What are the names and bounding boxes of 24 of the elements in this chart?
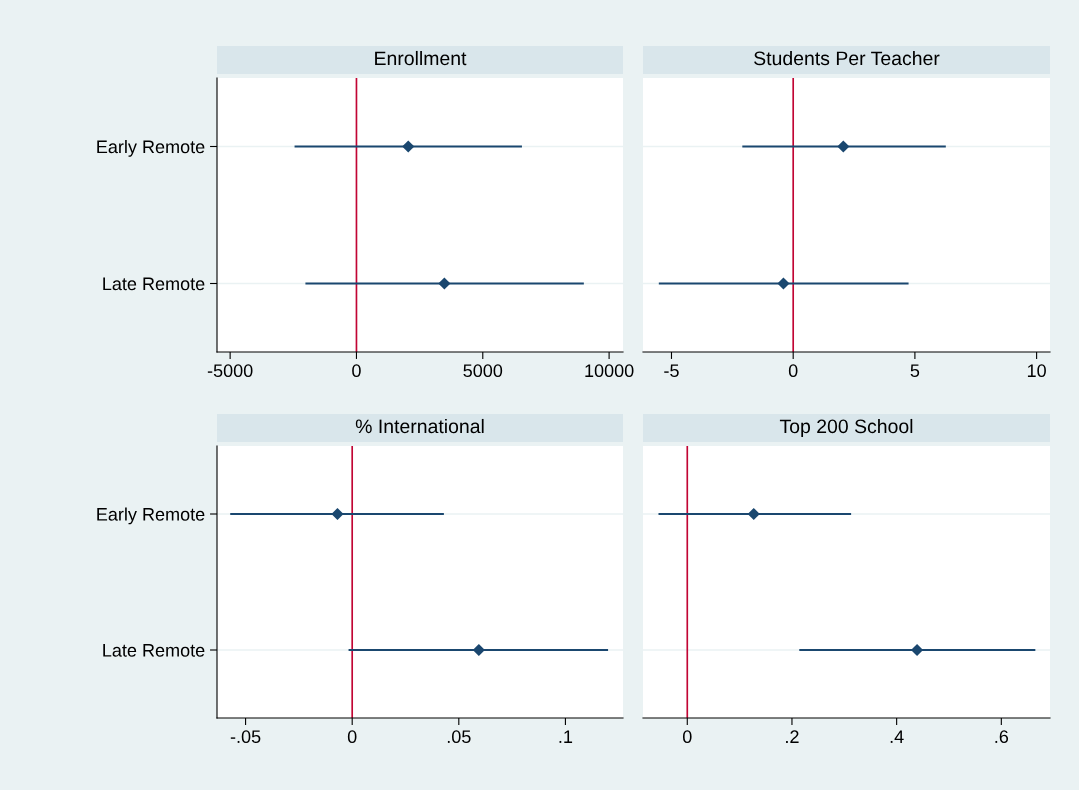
x-tick-label: 0 — [788, 364, 798, 378]
x-tick-label: 5 — [910, 364, 920, 378]
y-tick-label: Late Remote — [103, 277, 205, 291]
x-tick-label: -.05 — [230, 730, 261, 744]
chart-title: % International — [355, 418, 484, 434]
x-tick-label: .6 — [995, 730, 1009, 744]
x-tick-label: .4 — [890, 730, 904, 743]
x-tick-label: .2 — [786, 730, 799, 743]
y-tick-label: Early Remote — [97, 139, 205, 157]
x-tick-label: -5 — [664, 364, 679, 378]
x-tick-label: 5000 — [463, 364, 503, 378]
x-tick-label: -5000 — [207, 364, 253, 378]
x-tick-label: .05 — [447, 730, 471, 744]
x-tick-label: 0 — [347, 730, 357, 744]
chart-title: Enrollment — [375, 50, 467, 66]
y-tick-label: Early Remote — [97, 507, 205, 525]
x-tick-label: 0 — [682, 730, 692, 744]
x-tick-label: 10 — [1027, 364, 1046, 378]
chart-title: Students Per Teacher — [754, 50, 940, 66]
chart-title: Top 200 School — [779, 418, 913, 438]
x-tick-label: 0 — [352, 364, 361, 378]
x-tick-label: 10000 — [585, 364, 634, 378]
x-tick-label: .1 — [559, 730, 573, 743]
y-tick-label: Late Remote — [103, 644, 205, 657]
